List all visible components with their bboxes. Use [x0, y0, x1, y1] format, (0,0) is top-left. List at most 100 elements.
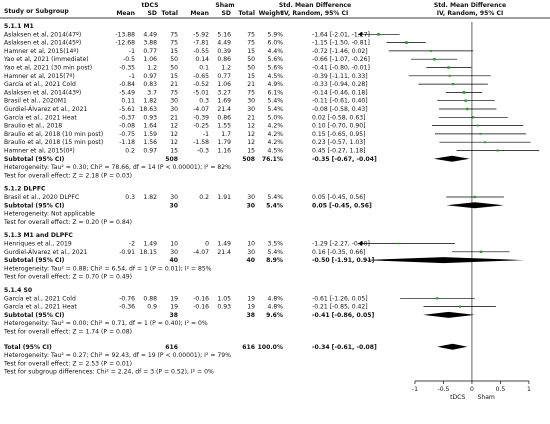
tdcs-total: 50: [170, 65, 178, 72]
effect-square: [429, 49, 432, 52]
sham-total: 75: [247, 31, 255, 38]
sham-total: 12: [247, 139, 255, 146]
total-note: Test for overall effect: Z = 2.53 (P = 0…: [3, 360, 132, 367]
tdcs-total: 75: [170, 40, 178, 47]
sham-total: 30: [247, 106, 255, 113]
study-ci: -1.64 [-2.01, -1.27]: [312, 31, 370, 38]
tdcs-total: 75: [170, 31, 178, 38]
subtotal-weight: 9.6%: [266, 312, 283, 319]
tdcs-mean: -1: [129, 73, 135, 80]
subtotal-ci: 0.05 [-0.45, 0.56]: [312, 202, 372, 209]
tdcs-sd: 1.64: [143, 123, 157, 130]
total-diamond: [437, 343, 468, 350]
effect-square: [458, 305, 462, 308]
study-ci: -0.21 [-0.85, 0.42]: [312, 304, 368, 311]
x-tick-label: 1: [527, 386, 531, 393]
sham-sd: 1.91: [217, 194, 231, 201]
tdcs-sd: 1.59: [143, 131, 157, 138]
sham-total: 10: [247, 241, 255, 248]
study-name: Gurdiel-Álvarez et al., 2021: [4, 104, 87, 113]
sham-total: 75: [247, 89, 255, 96]
sham-total: 21: [247, 114, 255, 121]
subgroup-title: 5.1.2 DLPFC: [4, 186, 46, 193]
header-sham: Sham: [215, 2, 234, 9]
total-ci: -0.34 [-0.61, -0.08]: [312, 344, 377, 351]
sham-total: 50: [247, 65, 255, 72]
tdcs-total: 30: [170, 194, 178, 201]
subtotal-label: Subtotal (95% CI): [4, 312, 65, 319]
sham-sd: 5.16: [217, 31, 231, 38]
sham-total: 19: [247, 295, 255, 302]
header-study: Study or Subgroup: [4, 8, 69, 15]
effect-square: [464, 99, 467, 102]
study-name: García et al., 2021 Heat: [4, 113, 77, 121]
sham-sd: 1.16: [217, 148, 231, 155]
effect-square: [479, 250, 483, 254]
subtotal-diamond: [446, 202, 504, 209]
subtotal-sham-total: 508: [242, 156, 255, 163]
subtotal-label: Subtotal (95% CI): [4, 202, 65, 209]
study-ci: -0.72 [-1.46, 0.02]: [312, 48, 368, 55]
study-ci: -0.08 [-0.58, 0.43]: [312, 106, 368, 113]
tdcs-sd: 4.49: [143, 31, 157, 38]
header-sd: SD: [222, 10, 231, 17]
effect-square: [476, 124, 479, 127]
study-name: Yao et al, 2021 (immediate): [3, 56, 89, 63]
study-name: Braulio et al., 2018: [4, 123, 62, 130]
study-name: Aslaksen et al, 2014(43º): [4, 89, 81, 96]
study-name: García et al., 2021 Cold: [4, 80, 76, 88]
sham-mean: 0.14: [195, 56, 209, 63]
sham-sd: 0.93: [217, 304, 231, 311]
subtotal-label: Subtotal (95% CI): [4, 257, 65, 264]
study-ci: -0.66 [-1.07, -0.26]: [312, 56, 370, 63]
tdcs-sd: 1.56: [143, 139, 157, 146]
subgroup-note: Heterogeneity: Tau² = 0.30; Chi² = 78.66…: [4, 164, 231, 171]
tdcs-sd: 0.88: [143, 295, 157, 302]
tdcs-total: 15: [170, 48, 178, 55]
study-ci: 0.45 [-0.27, 1.18]: [312, 148, 365, 155]
sham-sd: 1.79: [217, 139, 231, 146]
sham-mean: 0.3: [199, 98, 209, 105]
study-weight: 5.0%: [268, 114, 284, 121]
sham-total: 30: [247, 249, 255, 256]
effect-square: [471, 116, 475, 119]
study-name: Hamner et al, 2015(7º): [4, 73, 75, 80]
tdcs-sd: 18.63: [140, 106, 158, 113]
tdcs-sd: 1.06: [143, 56, 157, 63]
tdcs-total: 12: [170, 139, 178, 146]
effect-square: [397, 242, 400, 245]
ci-arrow: [358, 32, 362, 37]
study-weight: 4.2%: [268, 139, 284, 146]
effect-square: [466, 107, 469, 111]
study-weight: 4.5%: [268, 73, 284, 80]
subgroup-note: Heterogeneity: Tau² = 0.88; Chi² = 6.54,…: [4, 265, 212, 272]
sham-total: 12: [247, 131, 255, 138]
total-note: Heterogeneity: Tau² = 0.27; Chi² = 92.43…: [4, 352, 231, 359]
header-weight: Weight: [259, 10, 283, 17]
effect-square: [436, 297, 439, 300]
tdcs-mean: 0.2: [125, 148, 135, 155]
tdcs-total: 75: [170, 89, 178, 96]
sham-total: 21: [247, 81, 255, 88]
sham-total: 50: [247, 56, 255, 63]
tdcs-mean: -0.37: [119, 114, 135, 121]
subtotal-diamond: [363, 257, 524, 264]
sham-total: 12: [247, 123, 255, 130]
study-name: Aslaksen et al, 2014(45º): [4, 40, 81, 47]
tdcs-total: 10: [170, 241, 178, 248]
subgroup-note: Test for overall effect: Z = 2.18 (P = 0…: [3, 172, 132, 179]
study-weight: 5.4%: [268, 106, 284, 113]
tdcs-total: 19: [170, 295, 178, 302]
tdcs-mean: -5.61: [119, 106, 135, 113]
tdcs-total: 30: [170, 249, 178, 256]
total-note: Test for subgroup differences: Chi² = 2.…: [3, 369, 214, 376]
sham-sd: 0.86: [217, 56, 231, 63]
tdcs-sd: 0.9: [147, 304, 157, 311]
tdcs-total: 15: [170, 73, 178, 80]
sham-total: 19: [247, 304, 255, 311]
sham-sd: 21.4: [217, 249, 231, 256]
study-weight: 3.5%: [268, 241, 284, 248]
subgroup-title: 5.1.3 M1 and DLPFC: [4, 232, 73, 239]
header-smd-sub: IV, Random, 95% CI: [437, 10, 504, 17]
sham-sd: 3.27: [217, 89, 231, 96]
